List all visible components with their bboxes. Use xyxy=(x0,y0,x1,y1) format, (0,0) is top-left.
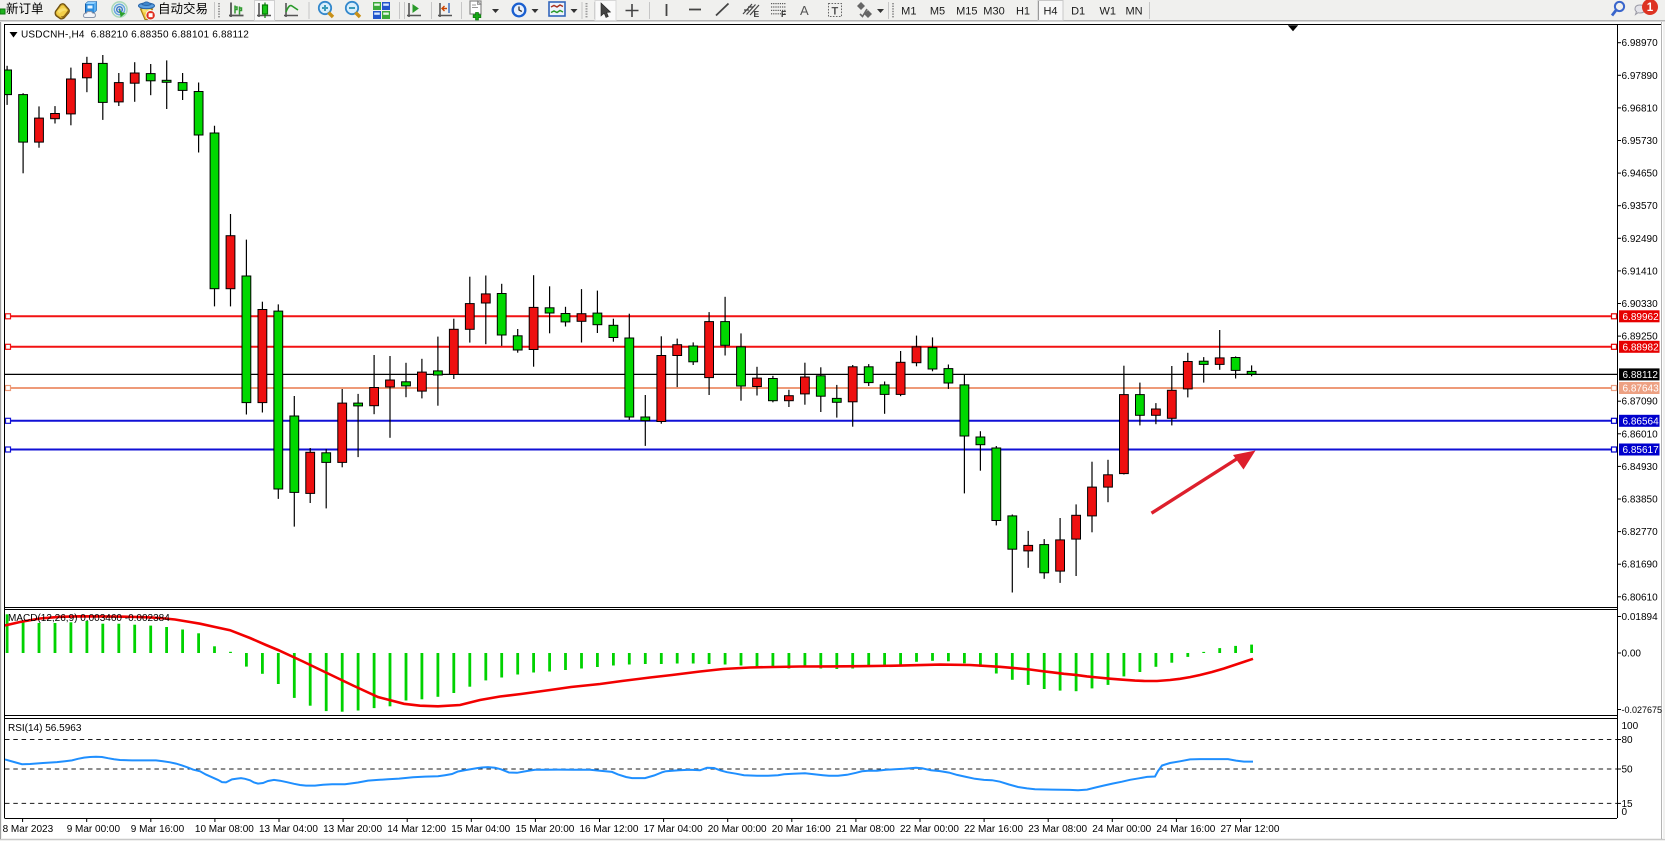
svg-text:6.90330: 6.90330 xyxy=(1622,299,1659,310)
svg-text:D1: D1 xyxy=(1071,6,1085,18)
svg-text:6.82770: 6.82770 xyxy=(1622,527,1659,538)
svg-text:23 Mar 08:00: 23 Mar 08:00 xyxy=(1028,824,1087,835)
svg-text:新订单: 新订单 xyxy=(6,1,44,16)
svg-text:0.00: 0.00 xyxy=(1622,649,1642,660)
svg-text:15: 15 xyxy=(1622,799,1634,810)
svg-text:22 Mar 00:00: 22 Mar 00:00 xyxy=(900,824,959,835)
svg-text:RSI(14) 56.5963: RSI(14) 56.5963 xyxy=(8,723,82,734)
svg-text:6.97890: 6.97890 xyxy=(1622,71,1659,82)
svg-text:6.94650: 6.94650 xyxy=(1622,169,1659,180)
svg-text:9 Mar 00:00: 9 Mar 00:00 xyxy=(67,824,121,835)
svg-text:22 Mar 16:00: 22 Mar 16:00 xyxy=(964,824,1023,835)
svg-text:MACD(12,26,9) 0.003460 -0.0023: MACD(12,26,9) 0.003460 -0.002384 xyxy=(8,613,170,624)
svg-text:6.89962: 6.89962 xyxy=(1623,312,1660,323)
svg-text:6.87090: 6.87090 xyxy=(1622,397,1659,408)
svg-text:A: A xyxy=(800,3,809,18)
svg-text:13 Mar 04:00: 13 Mar 04:00 xyxy=(259,824,318,835)
svg-text:24 Mar 16:00: 24 Mar 16:00 xyxy=(1156,824,1215,835)
svg-text:E: E xyxy=(754,9,760,19)
svg-text:F: F xyxy=(781,9,786,19)
svg-text:-0.027675: -0.027675 xyxy=(1622,705,1663,715)
svg-text:15 Mar 20:00: 15 Mar 20:00 xyxy=(515,824,574,835)
svg-text:6.88982: 6.88982 xyxy=(1623,342,1660,353)
svg-text:0: 0 xyxy=(1622,807,1628,818)
svg-text:100: 100 xyxy=(1622,721,1639,732)
svg-text:1: 1 xyxy=(1647,2,1654,14)
svg-text:H1: H1 xyxy=(1016,6,1030,18)
svg-text:6.93570: 6.93570 xyxy=(1622,201,1659,212)
svg-text:6.87643: 6.87643 xyxy=(1623,384,1660,395)
svg-text:M30: M30 xyxy=(983,6,1004,18)
svg-text:13 Mar 20:00: 13 Mar 20:00 xyxy=(323,824,382,835)
svg-text:6.83850: 6.83850 xyxy=(1622,495,1659,506)
svg-text:6.95730: 6.95730 xyxy=(1622,136,1659,147)
svg-text:20 Mar 16:00: 20 Mar 16:00 xyxy=(772,824,831,835)
svg-text:6.91410: 6.91410 xyxy=(1622,266,1659,277)
svg-text:6.96810: 6.96810 xyxy=(1622,103,1659,114)
svg-text:H4: H4 xyxy=(1043,6,1057,18)
svg-text:W1: W1 xyxy=(1099,6,1116,18)
svg-text:6.85617: 6.85617 xyxy=(1623,445,1660,456)
svg-text:8 Mar 2023: 8 Mar 2023 xyxy=(3,824,54,835)
svg-text:6.86564: 6.86564 xyxy=(1623,416,1660,427)
svg-text:MN: MN xyxy=(1125,6,1142,18)
svg-text:自动交易: 自动交易 xyxy=(158,1,208,16)
svg-text:6.86010: 6.86010 xyxy=(1622,429,1659,440)
svg-text:6.98970: 6.98970 xyxy=(1622,38,1659,49)
svg-text:M5: M5 xyxy=(930,6,945,18)
svg-text:6.80610: 6.80610 xyxy=(1622,592,1659,603)
svg-text:6.92490: 6.92490 xyxy=(1622,234,1659,245)
svg-text:50: 50 xyxy=(1622,765,1634,776)
svg-text:6.88112: 6.88112 xyxy=(1623,370,1659,381)
svg-text:15 Mar 04:00: 15 Mar 04:00 xyxy=(451,824,510,835)
svg-text:10 Mar 08:00: 10 Mar 08:00 xyxy=(195,824,254,835)
svg-text:T: T xyxy=(832,6,839,18)
svg-text:27 Mar 12:00: 27 Mar 12:00 xyxy=(1221,824,1280,835)
svg-text:16 Mar 12:00: 16 Mar 12:00 xyxy=(580,824,639,835)
svg-text:20 Mar 00:00: 20 Mar 00:00 xyxy=(708,824,767,835)
svg-text:6.84930: 6.84930 xyxy=(1622,462,1659,473)
svg-text:0.01894: 0.01894 xyxy=(1622,612,1659,623)
svg-text:21 Mar 08:00: 21 Mar 08:00 xyxy=(836,824,895,835)
svg-text:M15: M15 xyxy=(956,6,977,18)
svg-text:24 Mar 00:00: 24 Mar 00:00 xyxy=(1092,824,1151,835)
svg-text:USDCNH-,H4 6.88210 6.88350 6.: USDCNH-,H4 6.88210 6.88350 6.88101 6.881… xyxy=(21,30,249,41)
svg-text:6.89250: 6.89250 xyxy=(1622,332,1659,343)
svg-text:M1: M1 xyxy=(901,6,916,18)
svg-text:80: 80 xyxy=(1622,735,1634,746)
svg-text:14 Mar 12:00: 14 Mar 12:00 xyxy=(387,824,446,835)
svg-text:17 Mar 04:00: 17 Mar 04:00 xyxy=(644,824,703,835)
svg-text:6.81690: 6.81690 xyxy=(1622,560,1659,571)
svg-text:9 Mar 16:00: 9 Mar 16:00 xyxy=(131,824,185,835)
